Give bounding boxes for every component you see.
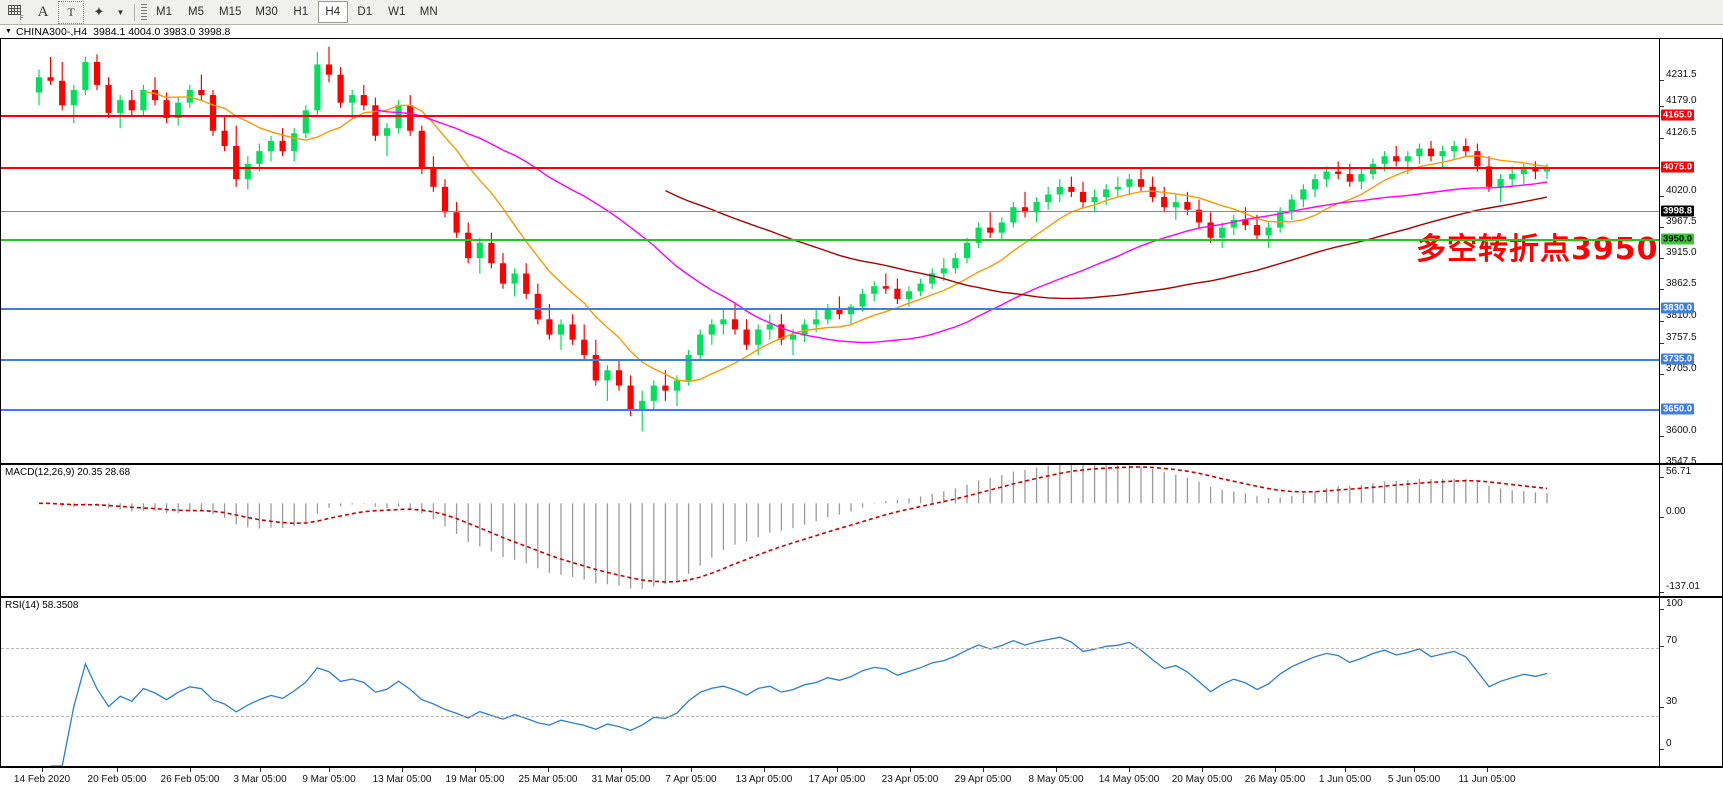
timeframe-d1[interactable]: D1	[357, 6, 373, 18]
macd-axis: 56.71 0.00 -137.01	[1659, 465, 1722, 596]
time-axis-label: 13 Mar 05:00	[372, 774, 432, 785]
time-axis-tick	[329, 768, 330, 772]
rsi-label: RSI(14) 58.3508	[5, 600, 79, 611]
time-axis-tick	[117, 768, 118, 772]
time-axis-label: 29 Apr 05:00	[954, 774, 1012, 785]
macd-series	[38, 465, 1548, 589]
rsi-plot-area[interactable]	[1, 598, 1659, 766]
rsi-axis: 100 70 30 0	[1659, 598, 1722, 766]
main-toolbar: F A T ✦ ▼ M1 M5 M15 M30 H1 H4 D1 W1 MN	[0, 0, 1723, 25]
timeframe-mn[interactable]: MN	[419, 6, 438, 18]
price-chart-panel[interactable]: 多空转折点3950 4231.5 4179.0 4126.5 4020.0 3967.5…	[0, 39, 1723, 464]
time-axis[interactable]: 14 Feb 2020 20 Feb 05:00 26 Feb 05:00 3 Mar…	[0, 767, 1723, 790]
timeframe-h1[interactable]: H1	[293, 6, 309, 18]
time-axis-tick	[475, 768, 476, 772]
price-plot-area[interactable]: 多空转折点3950	[1, 39, 1659, 463]
price-level-badge: 3950.0	[1661, 233, 1695, 245]
macd-label: MACD(12,26,9) 20.35 28.68	[5, 467, 131, 478]
text-A-icon[interactable]: A	[37, 3, 49, 20]
price-level-line	[1, 115, 1659, 117]
time-axis-label: 17 Apr 05:00	[808, 774, 866, 785]
time-axis-tick	[764, 768, 765, 772]
price-level-badge: 4165.0	[1661, 109, 1695, 121]
time-axis-tick	[1345, 768, 1346, 772]
time-axis-label: 13 Apr 05:00	[735, 774, 793, 785]
rsi-panel[interactable]: RSI(14) 58.3508 100 70 30 0	[0, 597, 1723, 767]
time-axis-label: 14 May 05:00	[1098, 774, 1160, 785]
time-axis-label: 19 Mar 05:00	[445, 774, 505, 785]
price-level-line	[1, 239, 1659, 241]
time-axis-label: 25 Mar 05:00	[518, 774, 578, 785]
symbol-info-bar: ▼ CHINA300-,H4 3984.1 4004.0 3983.0 3998…	[0, 25, 1723, 39]
timeframe-m30[interactable]: M30	[255, 6, 278, 18]
time-axis-label: 23 Apr 05:00	[881, 774, 939, 785]
candlestick-series	[35, 46, 1551, 432]
price-level-badge: 4075.0	[1661, 161, 1695, 173]
time-axis-tick	[983, 768, 984, 772]
time-axis-label: 3 Mar 05:00	[233, 774, 287, 785]
time-axis-tick	[1056, 768, 1057, 772]
rsi-band-line	[1, 715, 1659, 717]
price-level-line	[1, 409, 1659, 411]
time-axis-tick	[1129, 768, 1130, 772]
time-axis-tick	[1414, 768, 1415, 772]
objects-icon[interactable]: ✦	[93, 4, 105, 19]
symbol-ohlc-values: 3984.1 4004.0 3983.0 3998.8	[93, 25, 231, 38]
time-axis-label: 7 Apr 05:00	[665, 774, 717, 785]
price-axis[interactable]: 4231.5 4179.0 4126.5 4020.0 3967.5 3915.0 3862…	[1659, 39, 1722, 463]
time-axis-label: 31 Mar 05:00	[591, 774, 651, 785]
chart-annotation-text: 多空转折点3950	[1416, 232, 1659, 267]
grid-footer-icon[interactable]: F	[2, 1, 28, 24]
timeframe-m1[interactable]: M1	[156, 6, 172, 18]
time-axis-label: 5 Jun 05:00	[1387, 774, 1441, 785]
time-axis-tick	[1202, 768, 1203, 772]
time-axis-label: 26 Feb 05:00	[160, 774, 220, 785]
time-axis-label: 8 May 05:00	[1028, 774, 1084, 785]
price-level-badge: 3650.0	[1661, 403, 1695, 415]
price-level-line	[1, 167, 1659, 169]
price-level-line	[1, 359, 1659, 361]
toolbar-drag-handle[interactable]	[141, 3, 147, 21]
time-axis-tick	[691, 768, 692, 772]
time-axis-tick	[837, 768, 838, 772]
time-axis-label: 20 Feb 05:00	[87, 774, 147, 785]
symbol-name: CHINA300-,H4	[15, 25, 88, 38]
timeframe-m5[interactable]: M5	[188, 6, 204, 18]
macd-plot-area[interactable]	[1, 465, 1659, 596]
time-axis-tick	[548, 768, 549, 772]
time-axis-tick	[910, 768, 911, 772]
toolbar-divider	[134, 3, 135, 21]
time-axis-tick	[42, 768, 43, 772]
macd-panel[interactable]: MACD(12,26,9) 20.35 28.68 56.71 0.00 -137.…	[0, 464, 1723, 597]
timeframe-h4[interactable]: H4	[317, 1, 348, 23]
price-level-badge: 3735.0	[1661, 353, 1695, 365]
time-axis-label: 14 Feb 2020	[13, 774, 71, 785]
time-axis-tick	[402, 768, 403, 772]
chevron-down-icon[interactable]: ▼	[116, 7, 125, 17]
time-axis-label: 9 Mar 05:00	[302, 774, 356, 785]
time-axis-tick	[190, 768, 191, 772]
chevron-down-icon[interactable]: ▼	[5, 28, 12, 35]
time-axis-label: 26 May 05:00	[1244, 774, 1306, 785]
time-axis-tick	[1275, 768, 1276, 772]
price-level-badge: 3998.8	[1661, 205, 1695, 217]
time-axis-label: 11 Jun 05:00	[1458, 774, 1516, 785]
time-axis-label: 20 May 05:00	[1171, 774, 1233, 785]
price-level-line	[1, 308, 1659, 310]
price-level-line	[1, 211, 1659, 212]
time-axis-tick	[1487, 768, 1488, 772]
time-axis-tick	[260, 768, 261, 772]
time-axis-tick	[621, 768, 622, 772]
rsi-series	[50, 636, 1548, 766]
price-level-badge: 3830.0	[1661, 302, 1695, 314]
text-box-icon[interactable]: T	[58, 0, 84, 24]
timeframe-w1[interactable]: W1	[388, 6, 406, 18]
rsi-band-line	[1, 648, 1659, 650]
timeframe-m15[interactable]: M15	[219, 6, 242, 18]
time-axis-label: 1 Jun 05:00	[1318, 774, 1372, 785]
